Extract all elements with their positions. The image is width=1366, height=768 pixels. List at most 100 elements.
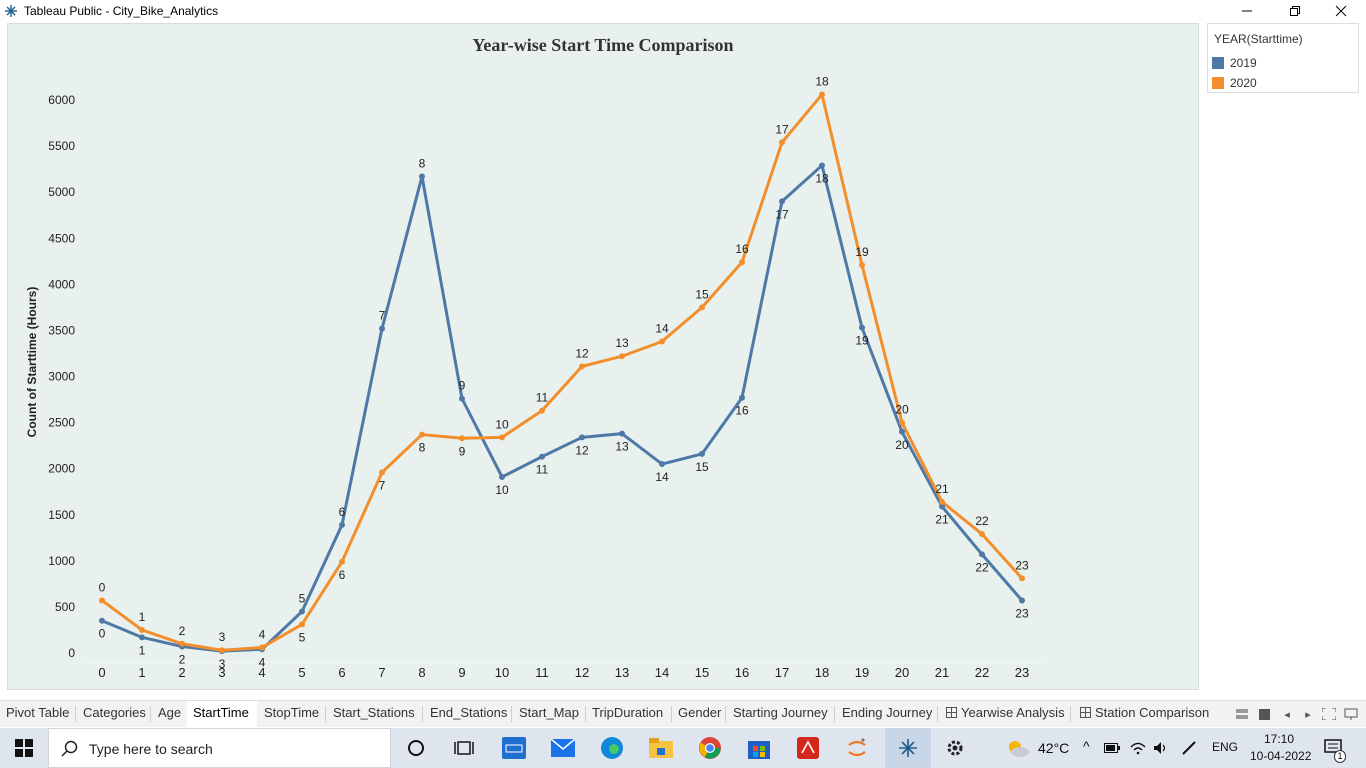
cortana-button[interactable] [402,734,430,762]
search-icon [61,740,78,757]
tab-separator [511,706,512,722]
tab-pivot-table[interactable]: Pivot Table [0,701,75,727]
on-screen-keyboard-icon [502,737,526,759]
tab-label: Pivot Table [6,705,70,720]
tab-label: Categories [83,705,146,720]
notification-center-button[interactable]: 1 [1320,734,1348,763]
tab-label: Start_Map [519,705,579,720]
minimize-button[interactable] [1224,0,1270,22]
cortana-icon [408,740,424,756]
tab-yearwise-analysis[interactable]: Yearwise Analysis [940,701,1071,727]
tab-label: StopTime [264,705,320,720]
tab-label: Yearwise Analysis [961,705,1065,720]
chrome-browser-icon [699,737,721,759]
tab-separator [75,706,76,722]
minimize-icon [1242,10,1252,12]
tab-separator [834,706,835,722]
start-button[interactable] [10,734,38,762]
restore-button[interactable] [1272,0,1318,22]
presentation-icon [1344,708,1358,720]
clock-date[interactable]: 10-04-2022 [1250,749,1312,763]
taskbar-app-jupyter[interactable] [843,734,871,762]
taskbar-app-keyboard[interactable] [500,734,528,762]
tray-wifi[interactable] [1128,734,1148,762]
volume-icon [1154,742,1166,754]
task-view-icon [454,741,474,755]
tab-starting-journey[interactable]: Starting Journey [727,701,834,727]
fit-width-button[interactable] [1321,706,1337,722]
folder-icon [649,738,673,758]
mail-icon [551,739,575,757]
tab-stoptime[interactable]: StopTime [258,701,325,727]
windows-logo-icon [15,739,33,757]
taskbar-app-tableau[interactable] [885,728,931,768]
taskbar-app-edge[interactable] [598,734,626,762]
taskbar-app-mail[interactable] [549,734,577,762]
windows-taskbar: Type here to search 42°C ^ [0,728,1366,768]
battery-icon [1104,743,1120,753]
task-view-button[interactable] [450,734,478,762]
tray-battery[interactable] [1102,734,1122,762]
tab-starttime[interactable]: StartTime [187,701,257,727]
sheet-tabs: Pivot Table Categories Age StartTime Sto… [0,700,1366,727]
close-button[interactable] [1318,0,1364,22]
presentation-mode-button[interactable] [1343,706,1359,722]
tab-end-stations[interactable]: End_Stations [424,701,513,727]
tab-separator [585,706,586,722]
tab-tripduration[interactable]: TripDuration [586,701,669,727]
legend-swatch-2019 [1212,57,1224,69]
fit-icon [1322,708,1336,720]
tab-categories[interactable]: Categories [77,701,152,727]
show-filmstrip-button[interactable] [1256,706,1272,722]
legend-item-2019[interactable]: 2019 [1212,55,1257,71]
taskbar-search-box[interactable]: Type here to search [48,728,391,768]
tab-station-comparison[interactable]: Station Comparison [1074,701,1215,727]
taskbar-app-store[interactable] [745,734,773,762]
weather-sun-cloud-icon [1009,741,1029,757]
weather-temperature: 42°C [1038,740,1070,756]
tab-age[interactable]: Age [152,701,187,727]
weather-widget[interactable] [1004,734,1032,762]
taskbar-app-acrobat[interactable] [794,734,822,762]
tab-label: Ending Journey [842,705,933,720]
tab-label: TripDuration [592,705,664,720]
legend-title: YEAR(Starttime) [1214,32,1303,46]
jupyter-icon [848,738,866,757]
tray-volume[interactable] [1151,734,1171,762]
dashboard-icon [1080,707,1091,718]
tray-overflow-chevron-icon[interactable]: ^ [1083,738,1090,754]
tab-separator [937,706,938,722]
tab-label: Starting Journey [733,705,828,720]
tab-ending-journey[interactable]: Ending Journey [836,701,938,727]
tab-start-stations[interactable]: Start_Stations [327,701,421,727]
language-indicator[interactable]: ENG [1212,740,1239,754]
tab-separator [671,706,672,722]
sheet-sorter-icon [1236,709,1248,719]
taskbar-app-settings[interactable] [941,734,969,762]
tab-separator [422,706,423,722]
color-legend: YEAR(Starttime) 2019 2020 [1207,23,1359,93]
filmstrip-icon [1258,708,1270,720]
tab-separator [725,706,726,722]
tab-start-map[interactable]: Start_Map [513,701,585,727]
edge-browser-icon [601,737,623,759]
restore-icon [1290,6,1300,16]
next-sheet-button[interactable]: ▸ [1300,706,1316,722]
wifi-icon [1130,742,1146,755]
tab-separator [1070,706,1071,722]
taskbar-app-file-explorer[interactable] [647,734,675,762]
previous-sheet-button[interactable]: ◂ [1279,706,1295,722]
arrow-left-icon: ◂ [1284,708,1290,721]
taskbar-app-chrome[interactable] [696,734,724,762]
gear-icon [947,740,963,756]
tab-label: Station Comparison [1095,705,1210,720]
legend-item-2020[interactable]: 2020 [1212,75,1257,91]
show-sheet-sorter-button[interactable] [1234,706,1250,722]
tab-gender[interactable]: Gender [672,701,727,727]
tab-separator [150,706,151,722]
tab-label: End_Stations [430,705,508,720]
chart-pane [7,23,1199,690]
clock-time[interactable]: 17:10 [1264,732,1295,746]
tray-pen[interactable] [1179,734,1199,762]
search-placeholder: Type here to search [89,741,213,757]
